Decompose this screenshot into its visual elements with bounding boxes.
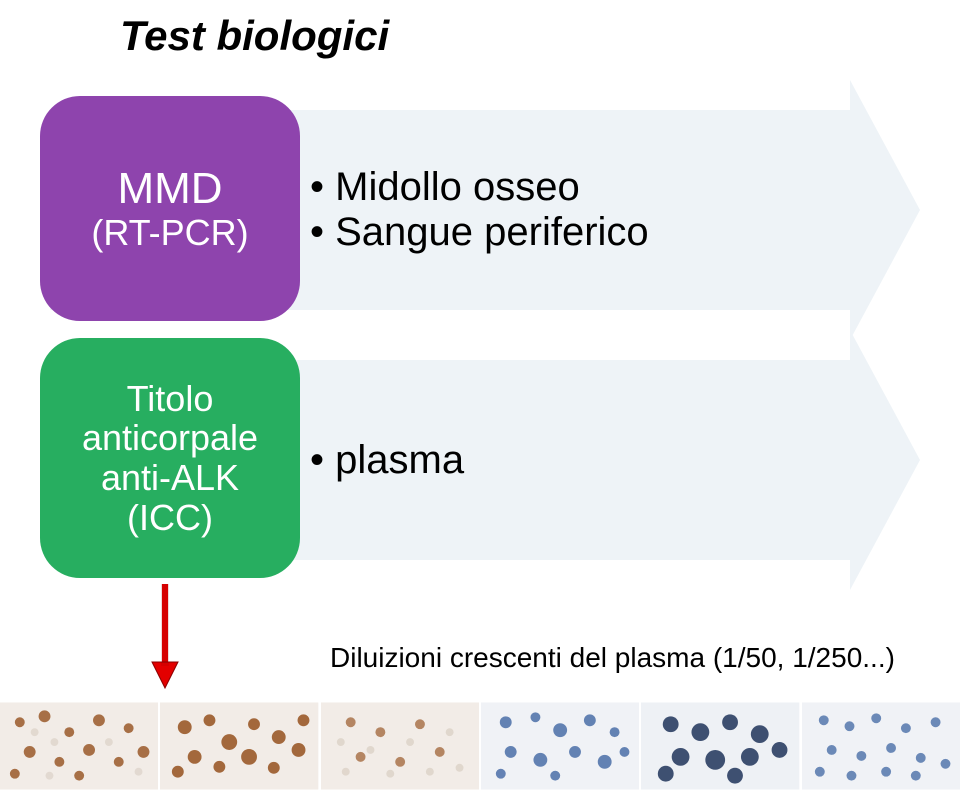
thumb-6 [802,702,960,790]
page-title: Test biologici [120,12,389,60]
pill-titolo-line2: anticorpale [82,418,258,458]
pill-mmd-line2: (RT-PCR) [91,213,248,253]
dilution-caption: Diluizioni crescenti del plasma (1/50, 1… [330,642,895,674]
pill-titolo-line1: Titolo [127,379,214,419]
pill-mmd: MMD (RT-PCR) [40,96,300,321]
thumb-2 [160,702,318,790]
bullet-midollo: Midollo osseo [310,165,649,210]
pill-titolo-line3: anti-ALK [101,458,239,498]
red-arrow-icon [148,580,182,690]
bullets-row-2: plasma [310,438,464,483]
slide: Test biologici Midollo osseo Sangue peri… [0,0,960,790]
arrow-head-2 [850,330,920,590]
thumb-5 [641,702,799,790]
pill-mmd-line1: MMD [117,165,222,213]
bullet-sangue: Sangue periferico [310,210,649,255]
thumb-1 [0,702,158,790]
arrow-head-1 [850,80,920,340]
pill-titolo-line4: (ICC) [127,498,213,538]
thumbnail-strip [0,702,960,790]
pill-titolo: Titolo anticorpale anti-ALK (ICC) [40,338,300,578]
thumb-3 [321,702,479,790]
bullets-row-1: Midollo osseo Sangue periferico [310,165,649,255]
bullet-plasma: plasma [310,438,464,483]
thumb-4 [481,702,639,790]
